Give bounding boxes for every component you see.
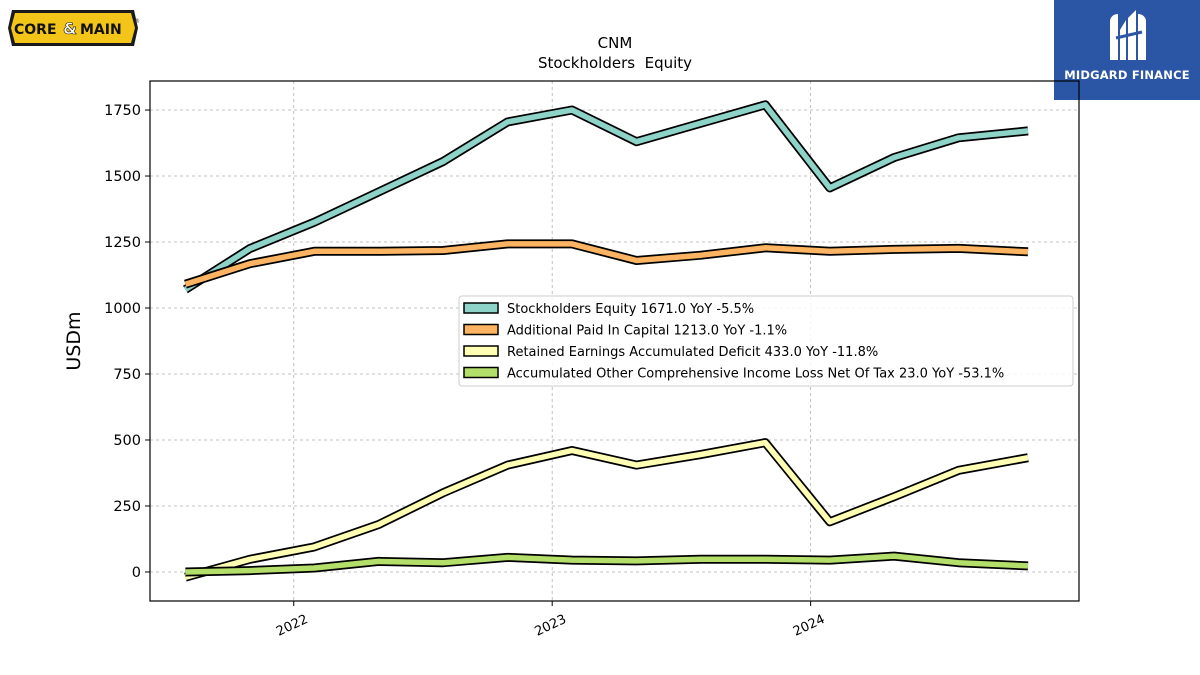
y-tick-label: 1500 <box>104 169 141 185</box>
y-tick-label: 1750 <box>104 103 141 119</box>
core-and-main-logo: CORE & MAIN ® <box>6 6 140 50</box>
y-tick-label: 750 <box>113 367 141 383</box>
series-line-1 <box>184 239 1029 289</box>
x-tick-label: 2022 <box>274 612 310 640</box>
y-tick-label: 500 <box>113 433 141 449</box>
midgard-finance-text: MIDGARD FINANCE <box>1064 68 1190 82</box>
plot-area-frame <box>149 80 1080 602</box>
x-tick-label: 2024 <box>791 612 827 640</box>
chart-subtitle: Stockholders Equity <box>538 54 692 72</box>
midgard-emblem-icon <box>1110 10 1146 60</box>
y-tick-label: 0 <box>132 565 141 581</box>
series-line-0 <box>182 100 1029 294</box>
y-tick-label: 250 <box>113 499 141 515</box>
logo-amp-text: & <box>63 19 77 38</box>
logo-registered-mark: ® <box>134 18 140 25</box>
legend-swatch <box>463 323 499 336</box>
series-line-3 <box>185 551 1029 577</box>
series-line-outline <box>182 100 1029 294</box>
x-tick-label: 2023 <box>533 612 569 640</box>
legend-entry-label: Accumulated Other Comprehensive Income L… <box>507 367 1004 382</box>
logo-core-text: CORE <box>14 22 57 38</box>
legend-swatch <box>463 345 499 357</box>
midgard-finance-logo: MIDGARD FINANCE <box>1054 0 1200 100</box>
legend-entry-label: Additional Paid In Capital 1213.0 YoY -1… <box>507 324 787 339</box>
legend-entry-label: Stockholders Equity 1671.0 YoY -5.5% <box>507 302 754 317</box>
y-tick-label: 1000 <box>104 301 141 317</box>
legend-box <box>458 295 1074 387</box>
series-line-fill <box>183 102 1029 292</box>
legend-swatch <box>463 366 499 379</box>
y-tick-label: 1250 <box>104 235 141 251</box>
logo-main-text: MAIN <box>80 22 122 38</box>
series-line-fill <box>184 439 1029 580</box>
chart-title: CNM <box>598 34 633 52</box>
series-lines <box>182 100 1029 582</box>
series-line-2 <box>184 438 1029 582</box>
legend: Stockholders Equity 1671.0 YoY -5.5% Addi… <box>458 295 1074 387</box>
legend-entry-label: Retained Earnings Accumulated Deficit 43… <box>507 345 878 360</box>
y-axis-label: USDm <box>63 311 85 370</box>
legend-swatch <box>463 302 499 314</box>
series-line-fill <box>185 553 1029 575</box>
series-line-fill <box>184 241 1029 287</box>
